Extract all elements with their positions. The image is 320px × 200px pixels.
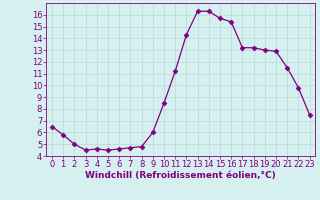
X-axis label: Windchill (Refroidissement éolien,°C): Windchill (Refroidissement éolien,°C): [85, 171, 276, 180]
